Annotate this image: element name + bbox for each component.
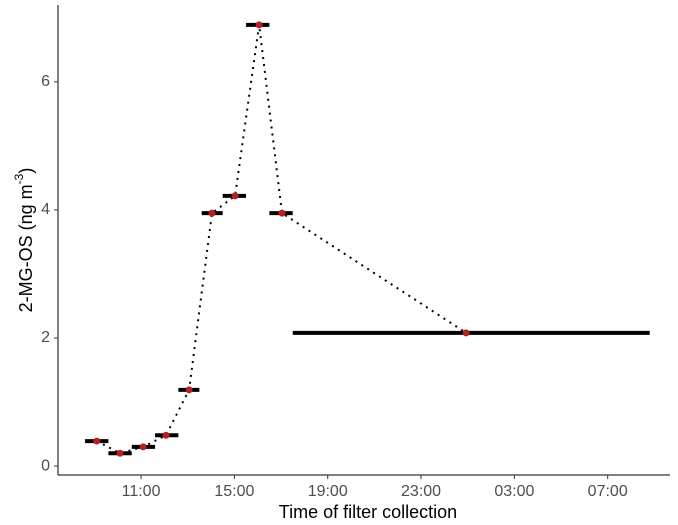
x-tick-label: 19:00 [308,483,348,500]
x-tick-label: 03:00 [494,483,534,500]
series-line [96,24,467,455]
y-axis-title: 2-MG-OS (ng m-3) [12,168,36,313]
point [278,209,286,217]
x-tick-label: 23:00 [401,483,441,500]
y-tick-label: 4 [41,201,50,218]
y-tick-label: 2 [41,329,50,346]
y-title-sup: -3 [12,173,26,184]
y-tick-label: 0 [41,457,50,474]
y-tick-label: 6 [41,73,50,90]
point [231,192,239,200]
x-axis-title: Time of filter collection [279,502,457,522]
point [185,386,193,394]
y-title-main: 2-MG-OS (ng m [16,184,36,312]
point [162,431,170,439]
x-tick-label: 11:00 [122,483,161,500]
y-title-close: ) [16,168,36,174]
point [93,437,101,445]
point [139,443,147,451]
point [255,21,263,29]
point [462,329,470,337]
point [208,209,216,217]
point [116,449,124,457]
x-tick-label: 15:00 [214,483,254,500]
x-tick-label: 07:00 [588,483,628,500]
